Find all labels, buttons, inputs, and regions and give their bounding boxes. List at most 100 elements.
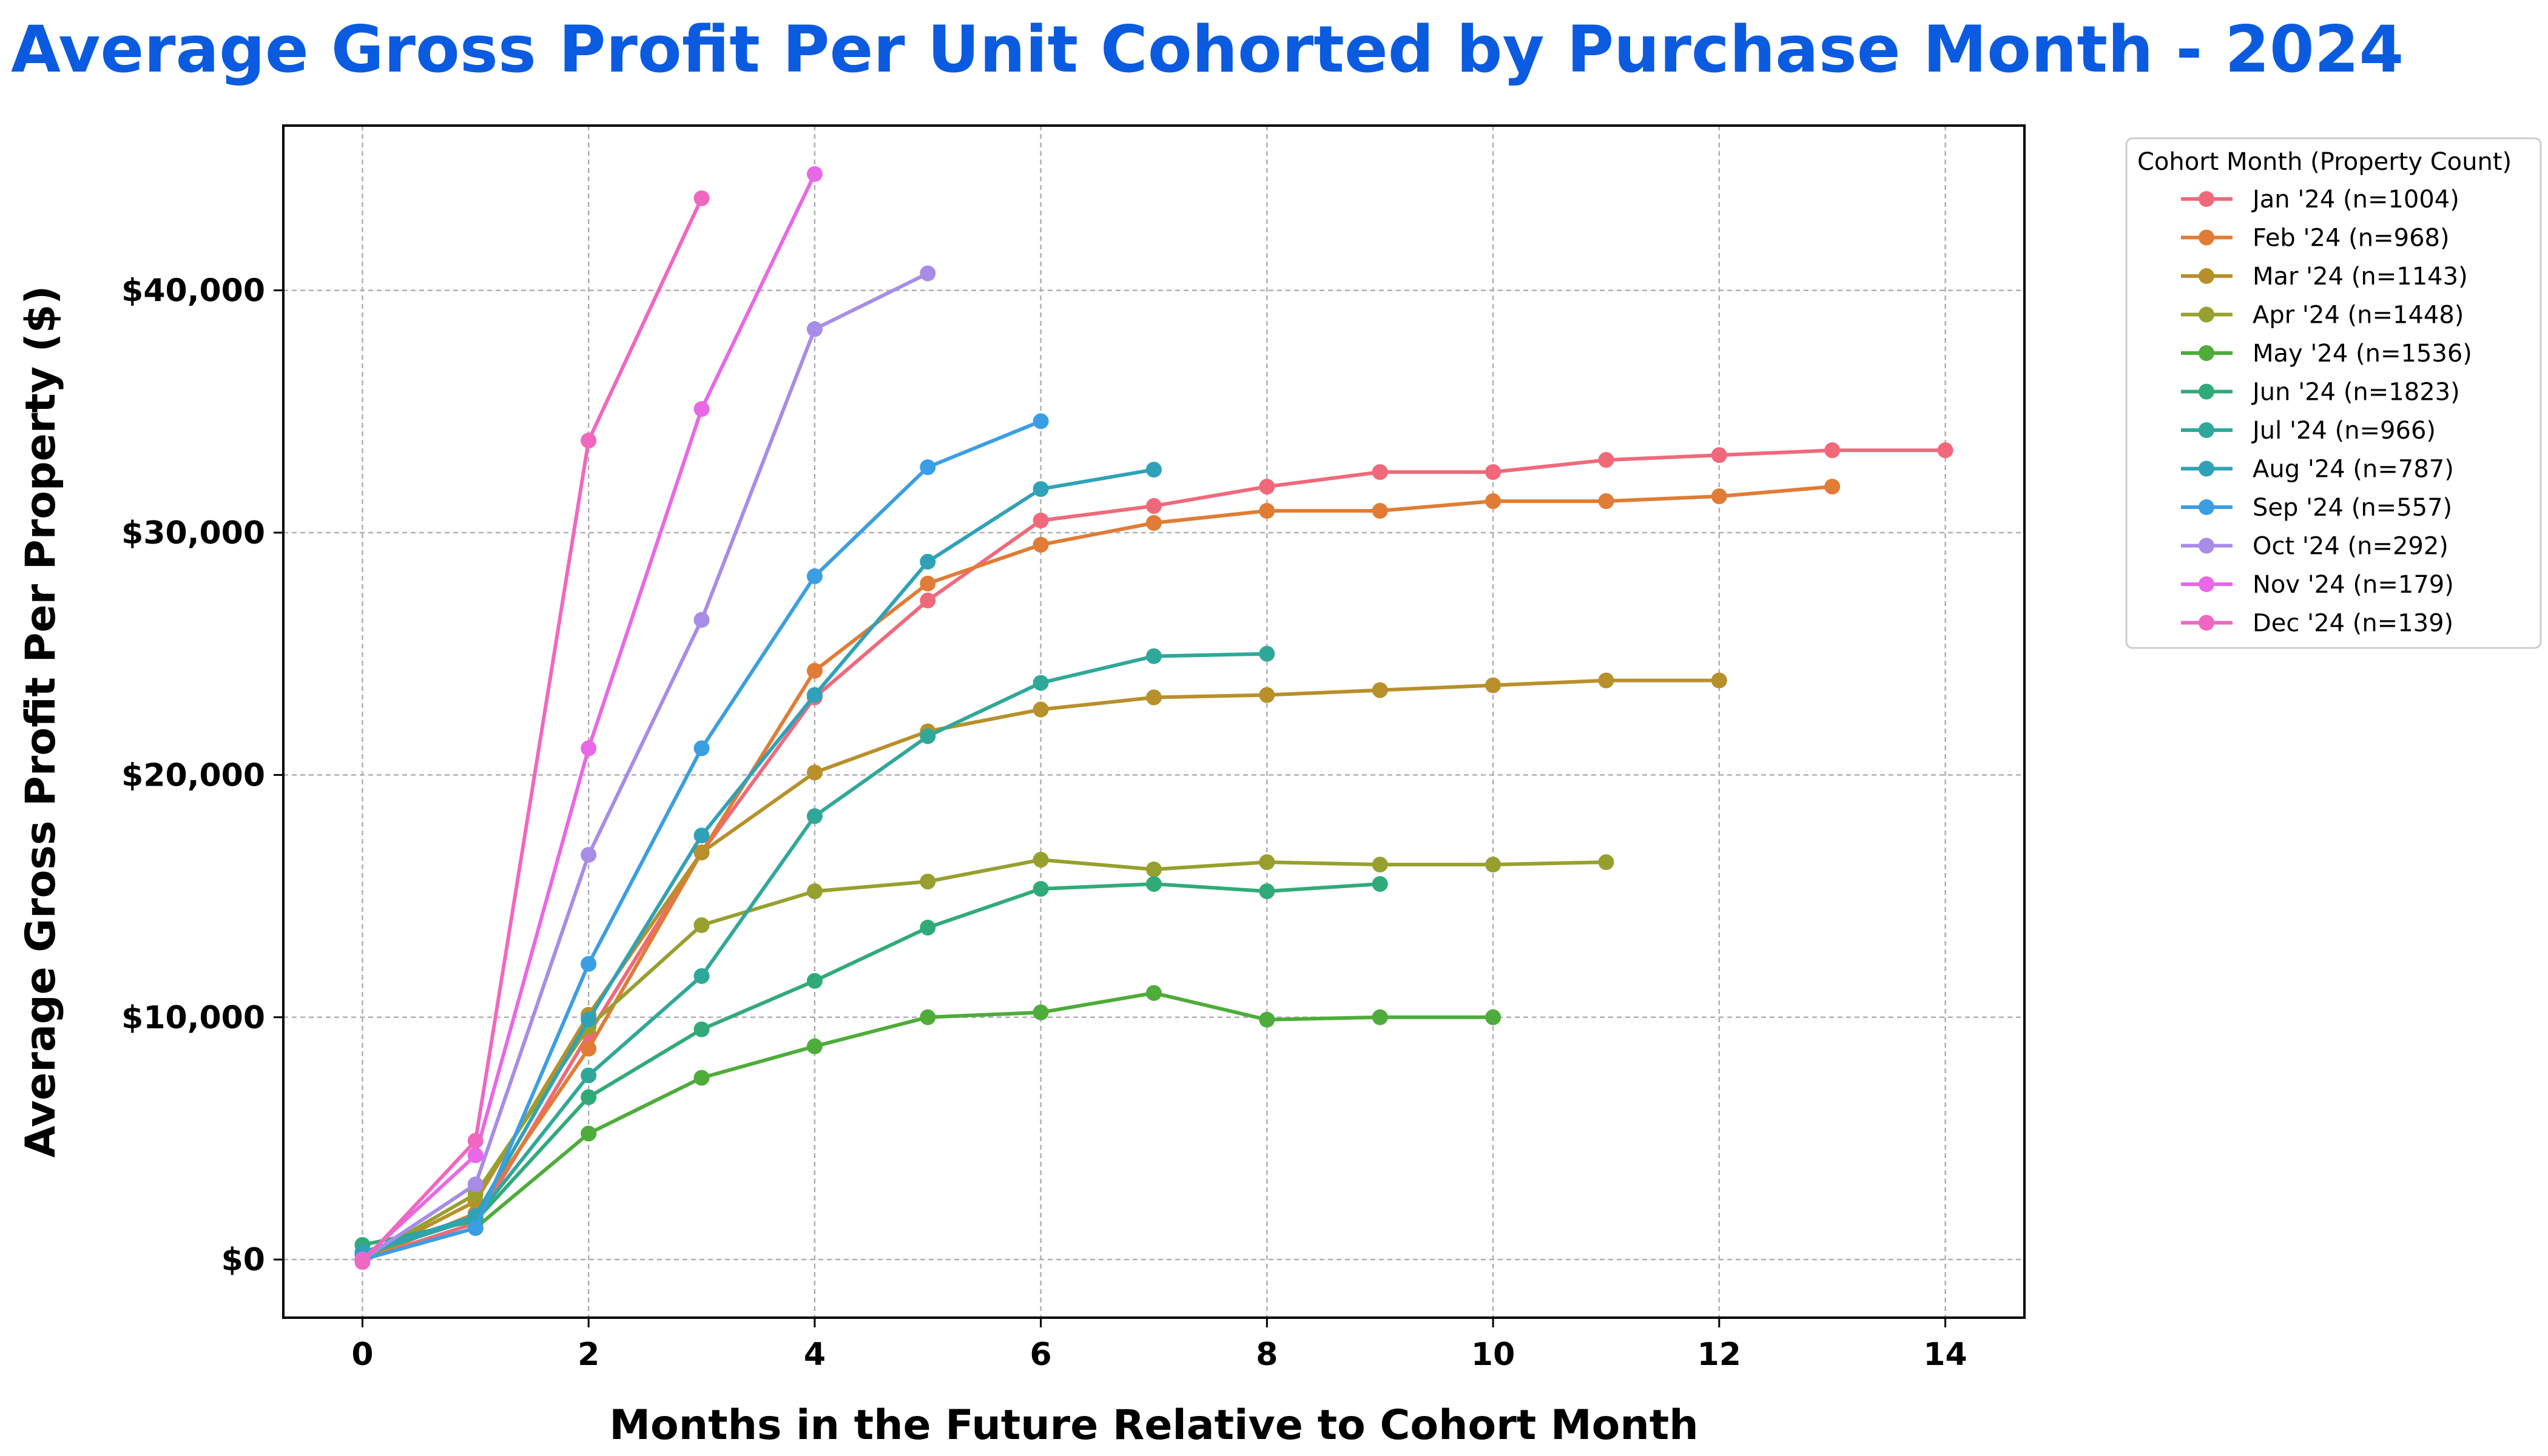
series-line bbox=[354, 265, 936, 1268]
chart-title: Average Gross Profit Per Unit Cohorted b… bbox=[11, 12, 2404, 87]
x-tick-label: 4 bbox=[804, 1336, 826, 1373]
x-tick-label: 0 bbox=[351, 1336, 373, 1373]
data-point bbox=[1485, 1009, 1502, 1025]
data-point bbox=[1259, 883, 1275, 900]
legend-label: Dec '24 (n=139) bbox=[2253, 610, 2453, 638]
data-point bbox=[1598, 493, 1614, 510]
data-point bbox=[1146, 985, 1162, 1001]
data-point bbox=[581, 1067, 597, 1084]
data-point bbox=[920, 592, 936, 608]
x-tick-label: 14 bbox=[1923, 1336, 1967, 1373]
data-point bbox=[920, 1009, 936, 1025]
data-point bbox=[1146, 462, 1162, 478]
axis-ticks: 0 2 4 6 8 10 12 14 $0 $10,000 $20,000 $30,000 $40,00… bbox=[121, 273, 1967, 1373]
data-point bbox=[1372, 857, 1388, 873]
data-point bbox=[693, 612, 710, 628]
legend-swatch-marker bbox=[2199, 538, 2214, 554]
data-point bbox=[1259, 503, 1275, 519]
legend-item: Dec '24 (n=139) bbox=[2181, 610, 2453, 638]
data-point bbox=[806, 1038, 823, 1054]
data-point bbox=[920, 874, 936, 890]
legend-item: Aug '24 (n=787) bbox=[2181, 456, 2454, 484]
legend-label: Jan '24 (n=1004) bbox=[2251, 186, 2459, 214]
x-tick-label: 12 bbox=[1697, 1336, 1741, 1373]
data-point bbox=[1372, 876, 1388, 892]
data-point bbox=[1033, 481, 1049, 497]
series-path bbox=[362, 485, 1833, 1261]
data-point bbox=[1259, 687, 1275, 703]
data-point bbox=[1372, 503, 1388, 519]
data-point bbox=[581, 847, 597, 863]
data-point bbox=[1033, 701, 1049, 718]
data-point bbox=[693, 1021, 710, 1037]
data-point bbox=[354, 1254, 371, 1270]
legend-item: Jun '24 (n=1823) bbox=[2181, 379, 2460, 406]
series-line bbox=[354, 479, 1841, 1268]
legend-swatch-marker bbox=[2199, 229, 2214, 246]
data-point bbox=[1146, 861, 1162, 878]
data-point bbox=[1598, 854, 1614, 871]
data-point bbox=[581, 1011, 597, 1028]
data-point bbox=[806, 166, 823, 182]
data-point bbox=[920, 459, 936, 476]
legend-label: Nov '24 (n=179) bbox=[2253, 571, 2454, 599]
data-point bbox=[693, 1070, 710, 1086]
data-point bbox=[1372, 464, 1388, 480]
x-tick-label: 8 bbox=[1256, 1336, 1278, 1373]
data-point bbox=[920, 919, 936, 935]
data-point bbox=[1033, 1004, 1049, 1020]
data-point bbox=[1598, 672, 1614, 689]
data-point bbox=[581, 1125, 597, 1142]
legend-swatch-marker bbox=[2199, 306, 2214, 323]
series-layer bbox=[354, 166, 1953, 1270]
y-tick-label: $30,000 bbox=[121, 515, 265, 551]
legend-label: Apr '24 (n=1448) bbox=[2253, 302, 2464, 329]
data-point bbox=[806, 764, 823, 781]
legend-swatch-marker bbox=[2199, 191, 2214, 207]
legend-items: Jan '24 (n=1004) Feb '24 (n=968) Mar '24 (… bbox=[2181, 186, 2472, 638]
legend-item: Feb '24 (n=968) bbox=[2181, 224, 2450, 252]
legend-label: Jul '24 (n=966) bbox=[2251, 417, 2436, 445]
data-point bbox=[693, 190, 710, 206]
data-point bbox=[467, 1176, 484, 1193]
legend-item: Sep '24 (n=557) bbox=[2181, 494, 2452, 522]
legend-swatch-marker bbox=[2199, 499, 2214, 515]
grid-lines bbox=[283, 126, 2024, 1318]
legend-swatch-marker bbox=[2199, 615, 2214, 631]
data-point bbox=[1372, 1009, 1388, 1025]
legend-swatch-marker bbox=[2199, 576, 2214, 592]
data-point bbox=[806, 321, 823, 337]
data-point bbox=[1259, 854, 1275, 871]
x-tick-label: 10 bbox=[1471, 1336, 1515, 1373]
data-point bbox=[1146, 648, 1162, 664]
data-point bbox=[1824, 479, 1841, 495]
data-point bbox=[467, 1220, 484, 1236]
data-point bbox=[1485, 464, 1502, 480]
legend-label: Feb '24 (n=968) bbox=[2253, 224, 2450, 252]
data-point bbox=[1146, 498, 1162, 514]
plot-area bbox=[282, 124, 2026, 1319]
series-path bbox=[362, 448, 1946, 1261]
legend-label: Jun '24 (n=1823) bbox=[2251, 379, 2460, 406]
data-point bbox=[1033, 413, 1049, 430]
data-point bbox=[581, 740, 597, 757]
data-point bbox=[1711, 447, 1727, 463]
data-point bbox=[806, 883, 823, 900]
data-point bbox=[693, 844, 710, 861]
data-point bbox=[1598, 452, 1614, 468]
data-point bbox=[1711, 672, 1727, 689]
legend-title: Cohort Month (Property Count) bbox=[2137, 148, 2512, 176]
data-point bbox=[581, 1040, 597, 1057]
data-point bbox=[1033, 852, 1049, 868]
data-point bbox=[920, 728, 936, 744]
data-point bbox=[581, 433, 597, 449]
data-point bbox=[1033, 881, 1049, 897]
data-point bbox=[1033, 513, 1049, 529]
data-point bbox=[920, 553, 936, 570]
legend-swatch-marker bbox=[2199, 345, 2214, 361]
legend-item: Oct '24 (n=292) bbox=[2181, 533, 2449, 561]
data-point bbox=[467, 1147, 484, 1164]
data-point bbox=[1485, 677, 1502, 693]
data-point bbox=[920, 575, 936, 592]
legend-swatch-marker bbox=[2199, 383, 2214, 400]
